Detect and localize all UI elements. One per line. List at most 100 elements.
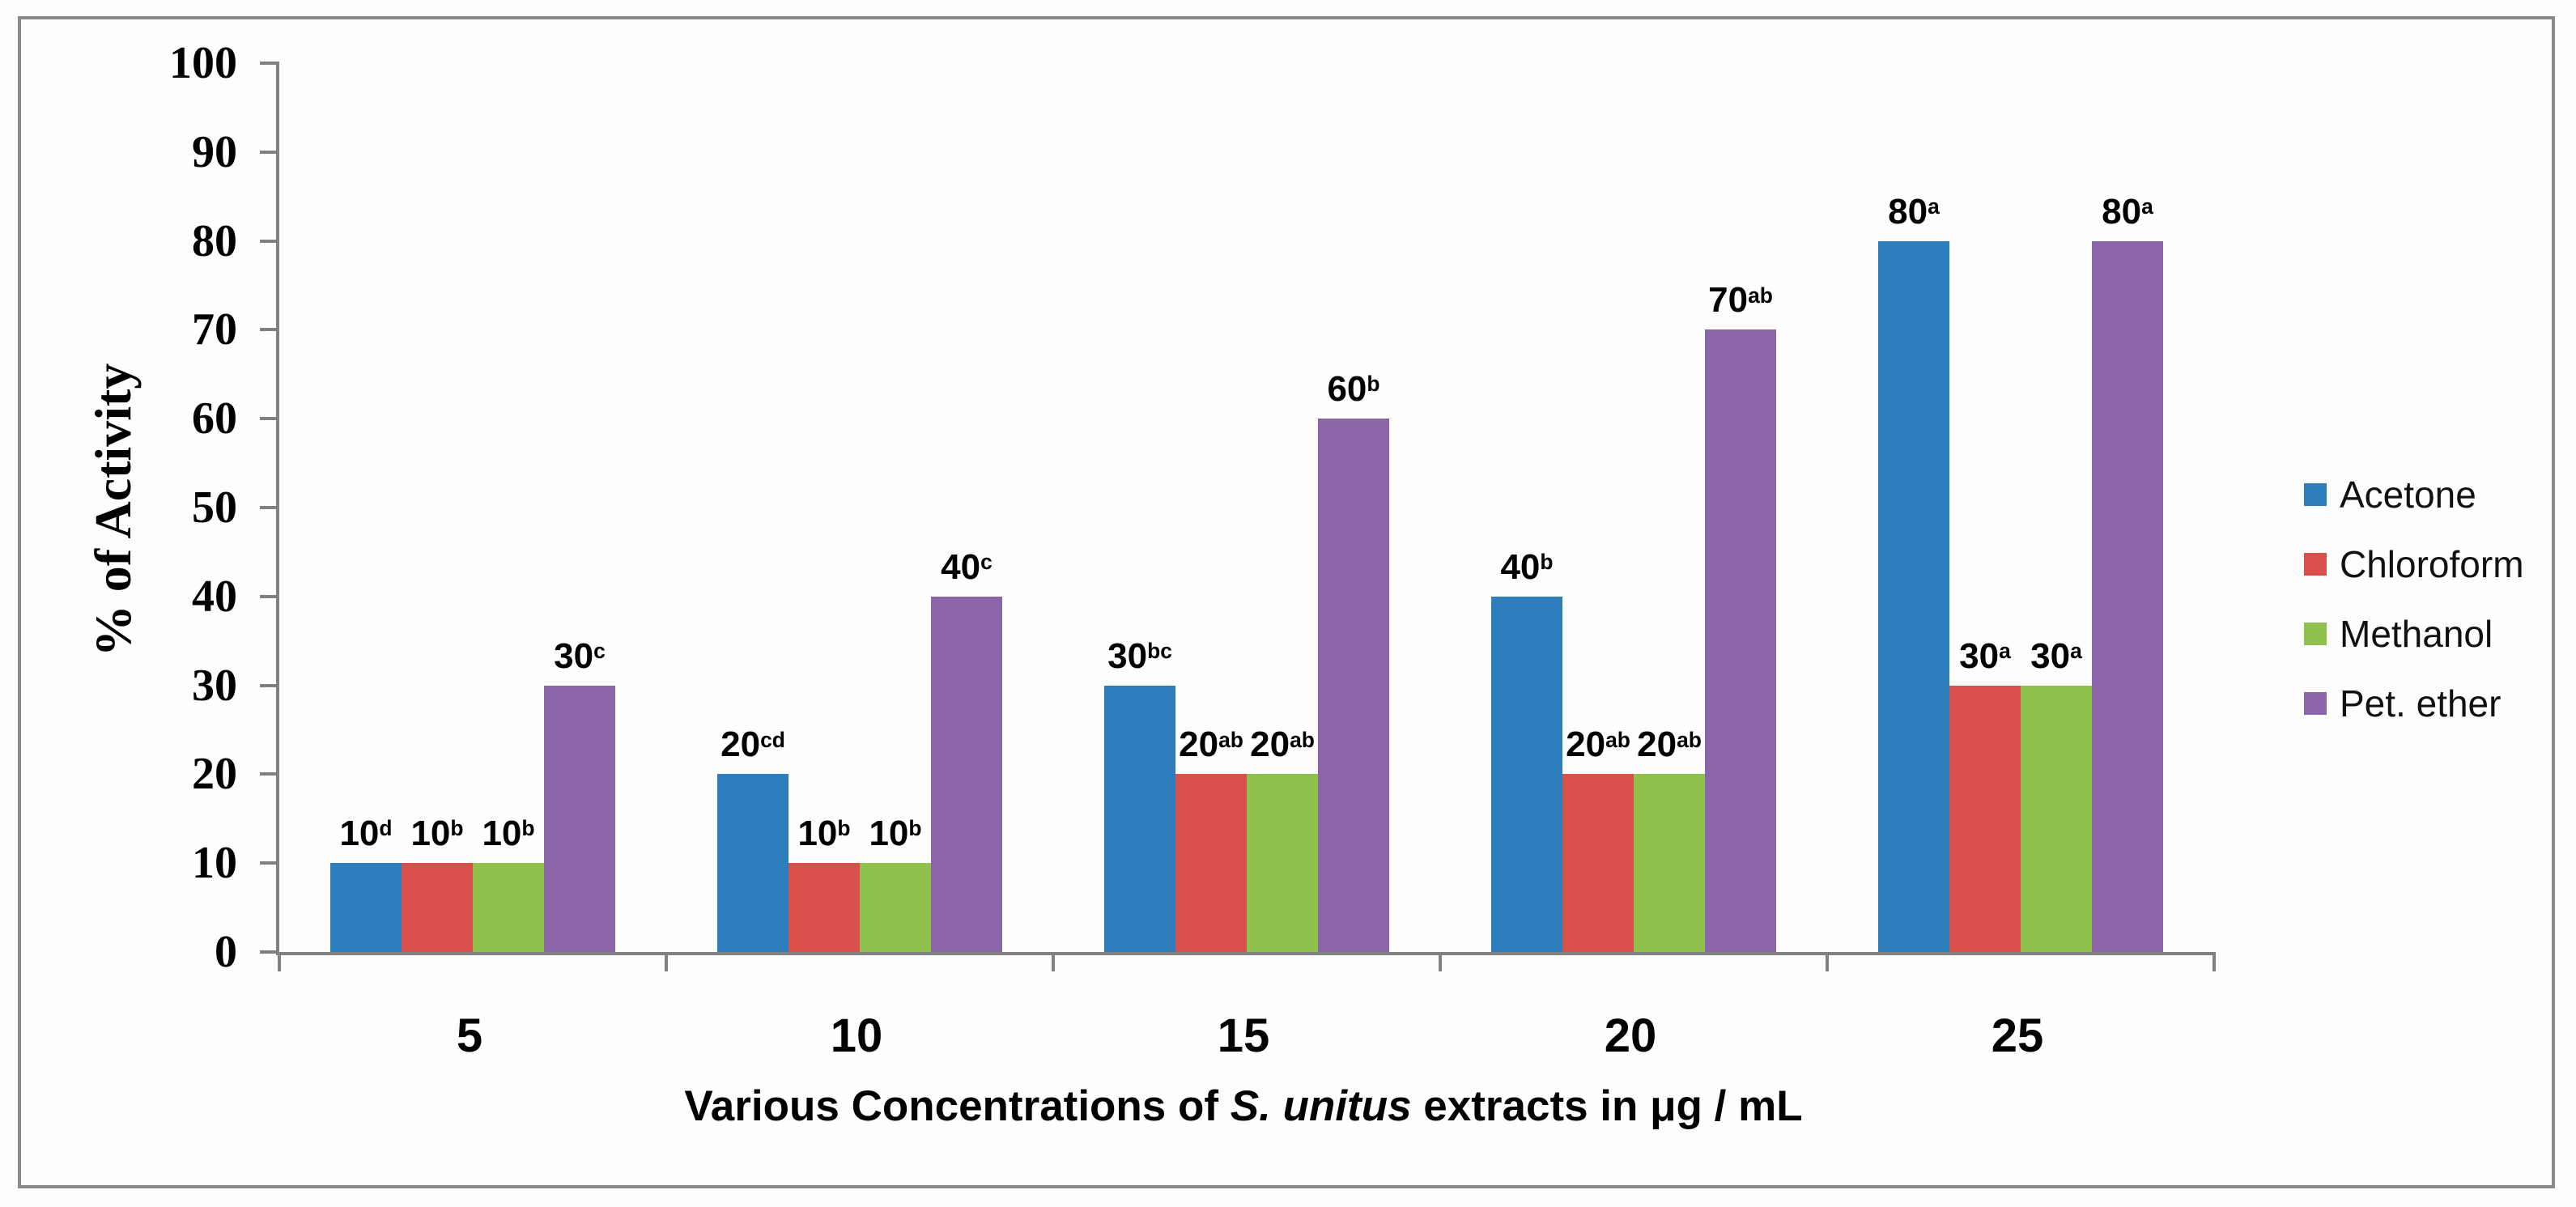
bar-pet-ether-15: 60b bbox=[1318, 372, 1389, 952]
bar-data-label: 80a bbox=[1888, 191, 1940, 232]
y-tick-label: 60 bbox=[192, 393, 237, 444]
bar-methanol-5: 10b bbox=[473, 816, 544, 952]
y-tick-label: 100 bbox=[169, 38, 237, 88]
bar-data-label: 30a bbox=[1959, 635, 2011, 676]
x-axis-title: Various Concentrations of S. unitus extr… bbox=[276, 1082, 2211, 1131]
bar-acetone-5: 10d bbox=[330, 816, 402, 952]
bar-group-15: 30bc 20ab 20ab 60b bbox=[1053, 63, 1440, 952]
legend-item-acetone: Acetone bbox=[2304, 476, 2524, 513]
bar-methanol-10: 10b bbox=[860, 816, 931, 952]
x-category-label-25: 25 bbox=[1991, 1009, 2044, 1062]
bar-data-label: 40b bbox=[1500, 546, 1554, 587]
x-tick bbox=[278, 952, 281, 971]
legend-item-methanol: Methanol bbox=[2304, 615, 2524, 652]
x-category-label-5: 5 bbox=[456, 1009, 483, 1062]
bar-chloroform-15: 20ab bbox=[1175, 727, 1247, 952]
y-tick bbox=[260, 417, 279, 421]
x-axis-title-suffix: extracts in μg / mL bbox=[1411, 1082, 1803, 1130]
x-axis-title-species: S. unitus bbox=[1230, 1082, 1412, 1130]
y-tick-label: 0 bbox=[215, 927, 237, 977]
bar-data-label: 10b bbox=[869, 814, 922, 854]
y-tick-label: 40 bbox=[192, 571, 237, 622]
bar-acetone-10: 20cd bbox=[717, 727, 789, 952]
bar-pet-ether-20: 70ab bbox=[1705, 283, 1776, 952]
y-tick bbox=[260, 328, 279, 332]
bar-data-label: 20ab bbox=[1637, 725, 1702, 765]
bar-data-label: 10b bbox=[797, 814, 851, 854]
y-tick-label: 50 bbox=[192, 482, 237, 533]
bar-data-label: 30a bbox=[2030, 635, 2082, 676]
legend-swatch-icon bbox=[2304, 553, 2327, 576]
bar-data-label: 20cd bbox=[721, 725, 785, 765]
legend-item-pet-ether: Pet. ether bbox=[2304, 685, 2524, 722]
y-tick bbox=[260, 772, 279, 776]
legend-swatch-icon bbox=[2304, 623, 2327, 645]
legend-item-chloroform: Chloroform bbox=[2304, 546, 2524, 583]
legend-swatch-icon bbox=[2304, 692, 2327, 715]
y-tick bbox=[260, 950, 279, 954]
bar-group-25: 80a 30a 30a 80a bbox=[1827, 63, 2214, 952]
bar-data-label: 30bc bbox=[1107, 635, 1172, 676]
y-tick bbox=[260, 594, 279, 598]
bar-pet-ether-10: 40c bbox=[931, 549, 1002, 952]
x-axis-category-labels: 5 10 15 20 25 bbox=[276, 1009, 2211, 1063]
legend: Acetone Chloroform Methanol Pet. ether bbox=[2304, 476, 2524, 754]
bar-data-label: 10d bbox=[339, 814, 393, 854]
y-tick bbox=[260, 239, 279, 243]
y-tick-label: 90 bbox=[192, 126, 237, 177]
bar-acetone-20: 40b bbox=[1491, 549, 1562, 952]
y-axis-title: % of Activity bbox=[84, 363, 142, 657]
bar-data-label: 10b bbox=[482, 814, 535, 854]
y-tick-label: 80 bbox=[192, 215, 237, 266]
bar-data-label: 20ab bbox=[1250, 725, 1315, 765]
bar-acetone-15: 30bc bbox=[1104, 638, 1175, 952]
bar-chloroform-5: 10b bbox=[402, 816, 473, 952]
legend-swatch-icon bbox=[2304, 483, 2327, 506]
y-tick-label: 20 bbox=[192, 749, 237, 800]
x-axis-title-prefix: Various Concentrations of bbox=[684, 1082, 1231, 1130]
y-tick bbox=[260, 861, 279, 865]
y-tick bbox=[260, 150, 279, 154]
bar-pet-ether-25: 80a bbox=[2092, 193, 2163, 952]
bar-pet-ether-5: 30c bbox=[544, 638, 615, 952]
bar-group-20: 40b 20ab 20ab 70ab bbox=[1440, 63, 1827, 952]
x-tick bbox=[1052, 952, 1055, 971]
x-tick bbox=[1826, 952, 1829, 971]
legend-label: Acetone bbox=[2340, 474, 2476, 516]
x-category-label-20: 20 bbox=[1604, 1009, 1657, 1062]
figure-border bbox=[18, 16, 2555, 1188]
bar-data-label: 30c bbox=[554, 635, 606, 676]
y-tick-label: 30 bbox=[192, 660, 237, 711]
bar-methanol-15: 20ab bbox=[1247, 727, 1318, 952]
x-tick bbox=[1439, 952, 1442, 971]
bar-chloroform-25: 30a bbox=[1949, 638, 2021, 952]
bar-chloroform-10: 10b bbox=[789, 816, 860, 952]
bar-group-10: 20cd 10b 10b 40c bbox=[666, 63, 1053, 952]
legend-label: Methanol bbox=[2340, 613, 2493, 655]
bar-group-5: 10d 10b 10b 30c bbox=[279, 63, 666, 952]
bar-data-label: 40c bbox=[941, 546, 993, 587]
bar-acetone-25: 80a bbox=[1878, 193, 1949, 952]
bar-methanol-25: 30a bbox=[2021, 638, 2092, 952]
bar-data-label: 60b bbox=[1327, 369, 1380, 410]
bar-methanol-20: 20ab bbox=[1634, 727, 1705, 952]
x-category-label-15: 15 bbox=[1217, 1009, 1270, 1062]
y-tick bbox=[260, 506, 279, 509]
y-tick bbox=[260, 683, 279, 687]
bar-data-label: 20ab bbox=[1179, 725, 1243, 765]
bar-chloroform-20: 20ab bbox=[1562, 727, 1634, 952]
plot-area: 10d 10b 10b 30c 20cd 10b 10b 40c 30bc 20ab 20ab 60b… bbox=[169, 39, 2216, 976]
y-tick-label: 70 bbox=[192, 304, 237, 355]
bar-groups: 10d 10b 10b 30c 20cd 10b 10b 40c 30bc 20ab 20ab 60b… bbox=[279, 63, 2214, 952]
x-tick bbox=[665, 952, 668, 971]
bar-data-label: 20ab bbox=[1566, 725, 1630, 765]
x-category-label-10: 10 bbox=[830, 1009, 883, 1062]
bar-data-label: 80a bbox=[2102, 191, 2153, 232]
bar-data-label: 70ab bbox=[1708, 280, 1773, 321]
y-tick bbox=[260, 62, 279, 65]
bar-data-label: 10b bbox=[410, 814, 464, 854]
x-tick bbox=[2213, 952, 2216, 971]
y-tick-label: 10 bbox=[192, 838, 237, 889]
legend-label: Chloroform bbox=[2340, 543, 2524, 585]
